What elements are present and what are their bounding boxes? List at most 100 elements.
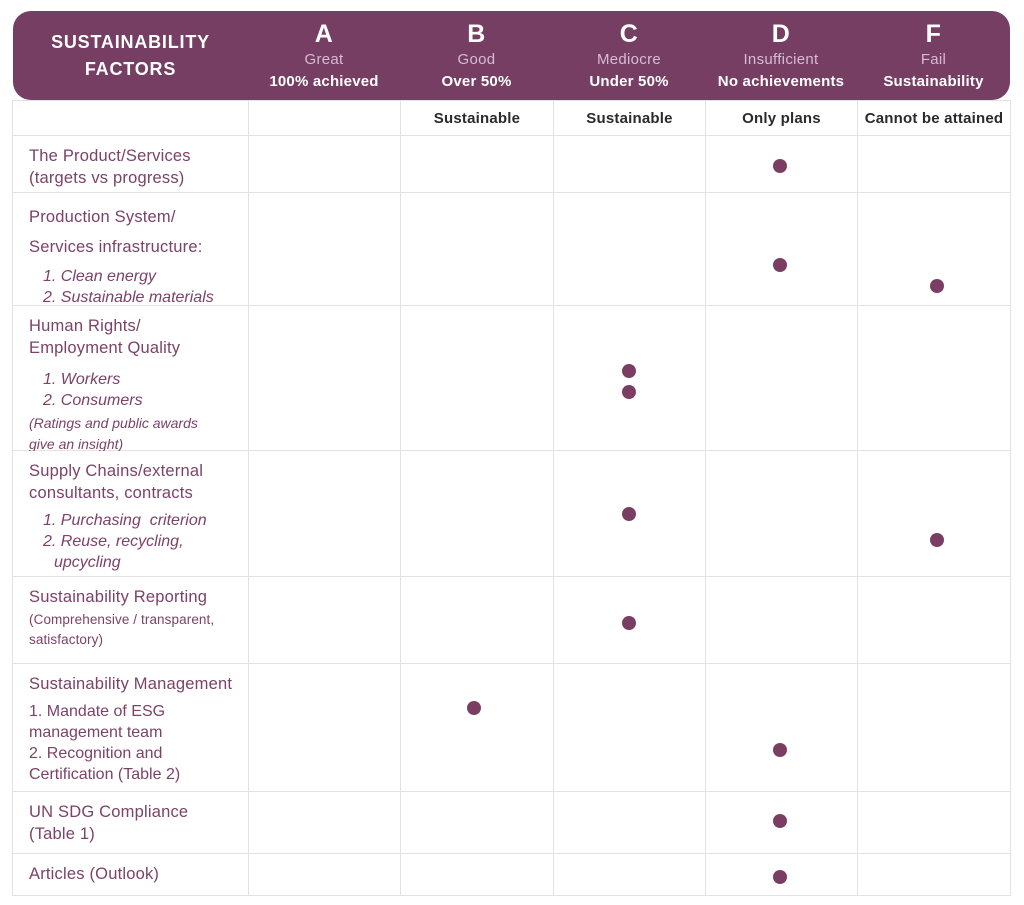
- cell-r8-a: [249, 854, 401, 896]
- factor-articles-outlook: Articles (Outlook): [13, 854, 249, 896]
- subheader-f: Cannot be attained: [858, 101, 1011, 136]
- grade-desc-b: Over 50%: [441, 72, 512, 90]
- cell-r5-b: [401, 577, 554, 664]
- cell-r7-c: [554, 792, 706, 854]
- header-title: SUSTAINABILITY FACTORS: [13, 29, 248, 83]
- cell-r3-f: [858, 306, 1011, 451]
- cell-r5-d: [706, 577, 858, 664]
- cell-r1-f: [858, 136, 1011, 193]
- cell-r4-f: [858, 451, 1011, 577]
- factor-product-services: The Product/Services (targets vs progres…: [13, 136, 249, 193]
- grade-desc-d: No achievements: [717, 72, 845, 90]
- grade-letter-b: B: [467, 19, 486, 48]
- subheader-a: [249, 101, 401, 136]
- factor-subitem: upcycling: [54, 554, 121, 571]
- grade-header-a: A Great 100% achieved: [248, 20, 400, 92]
- factor-note: (Ratings and public awards: [29, 415, 198, 431]
- grade-header-f: F Fail Sustainability: [857, 20, 1010, 92]
- cell-r6-c: [554, 664, 706, 792]
- subheader-c: Sustainable: [554, 101, 706, 136]
- factor-subitem: 2. Sustainable materials: [43, 289, 214, 306]
- factor-title: (targets vs progress): [29, 169, 185, 187]
- factor-title: Sustainability Management: [29, 675, 233, 693]
- cell-r2-a: [249, 193, 401, 306]
- cell-r2-c: [554, 193, 706, 306]
- cell-r3-d: [706, 306, 858, 451]
- factor-title: Articles (Outlook): [29, 865, 160, 883]
- cell-r5-f: [858, 577, 1011, 664]
- grade-letter-f: F: [925, 19, 942, 48]
- factor-title: Human Rights/: [29, 317, 141, 335]
- grade-name-d: Insufficient: [743, 50, 819, 68]
- cell-r1-c: [554, 136, 706, 193]
- cell-r6-b: [401, 664, 554, 792]
- factor-sustainability-management: Sustainability Management 1. Mandate of …: [13, 664, 249, 792]
- factor-sustainability-reporting: Sustainability Reporting (Comprehensive …: [13, 577, 249, 664]
- factor-title: Sustainability Reporting: [29, 588, 208, 606]
- cell-r1-b: [401, 136, 554, 193]
- factor-line: management team: [29, 724, 163, 741]
- header-title-line2: FACTORS: [84, 58, 177, 79]
- ratings-grid: Sustainable Sustainable Only plans Canno…: [12, 100, 1011, 896]
- factor-note: give an insight): [29, 436, 124, 452]
- factor-title: Production System/: [29, 208, 176, 226]
- cell-r5-a: [249, 577, 401, 664]
- factor-line: Certification (Table 2): [29, 766, 181, 783]
- cell-r7-b: [401, 792, 554, 854]
- factor-line: 2. Recognition and: [29, 745, 163, 762]
- subheader-label-cell: [13, 101, 249, 136]
- factor-note: (Comprehensive / transparent,: [29, 612, 215, 627]
- cell-r6-f: [858, 664, 1011, 792]
- cell-r8-f: [858, 854, 1011, 896]
- subheader-b: Sustainable: [401, 101, 554, 136]
- cell-r8-d: [706, 854, 858, 896]
- grade-letter-c: C: [619, 19, 639, 48]
- cell-r6-a: [249, 664, 401, 792]
- grade-desc-a: 100% achieved: [269, 72, 379, 90]
- factor-subitem: 1. Workers: [43, 371, 121, 388]
- cell-r3-c: [554, 306, 706, 451]
- grade-desc-c: Under 50%: [589, 72, 669, 90]
- factor-subitem: 1. Purchasing criterion: [43, 512, 207, 529]
- cell-r2-b: [401, 193, 554, 306]
- cell-r4-d: [706, 451, 858, 577]
- grade-header-b: B Good Over 50%: [400, 20, 553, 92]
- subheader-d: Only plans: [706, 101, 858, 136]
- grade-header-d: D Insufficient No achievements: [705, 20, 857, 92]
- grade-name-b: Good: [457, 50, 496, 68]
- factor-title: UN SDG Compliance: [29, 803, 189, 821]
- cell-r8-c: [554, 854, 706, 896]
- cell-r5-c: [554, 577, 706, 664]
- grade-letter-d: D: [771, 19, 791, 48]
- factor-un-sdg-compliance: UN SDG Compliance (Table 1): [13, 792, 249, 854]
- cell-r7-a: [249, 792, 401, 854]
- header-title-line1: SUSTAINABILITY: [51, 31, 210, 52]
- cell-r2-d: [706, 193, 858, 306]
- grade-letter-a: A: [314, 19, 334, 48]
- factor-subitem: 2. Consumers: [43, 392, 143, 409]
- cell-r7-f: [858, 792, 1011, 854]
- grade-name-f: Fail: [920, 50, 947, 68]
- cell-r2-f: [858, 193, 1011, 306]
- grade-name-c: Mediocre: [596, 50, 662, 68]
- grade-header-c: C Mediocre Under 50%: [553, 20, 705, 92]
- cell-r4-b: [401, 451, 554, 577]
- cell-r7-d: [706, 792, 858, 854]
- factor-title: Supply Chains/external: [29, 462, 204, 480]
- cell-r3-a: [249, 306, 401, 451]
- cell-r8-b: [401, 854, 554, 896]
- cell-r4-c: [554, 451, 706, 577]
- factor-title: Services infrastructure:: [29, 238, 203, 256]
- factor-note: satisfactory): [29, 632, 104, 647]
- factor-subitem: 2. Reuse, recycling,: [43, 533, 184, 550]
- factor-subitem: 1. Clean energy: [43, 268, 156, 285]
- cell-r1-a: [249, 136, 401, 193]
- factor-human-rights: Human Rights/ Employment Quality 1. Work…: [13, 306, 249, 452]
- cell-r1-d: [706, 136, 858, 193]
- factor-title: (Table 1): [29, 825, 95, 843]
- cell-r6-d: [706, 664, 858, 792]
- cell-r4-a: [249, 451, 401, 577]
- cell-r3-b: [401, 306, 554, 451]
- factor-line: 1. Mandate of ESG: [29, 703, 166, 720]
